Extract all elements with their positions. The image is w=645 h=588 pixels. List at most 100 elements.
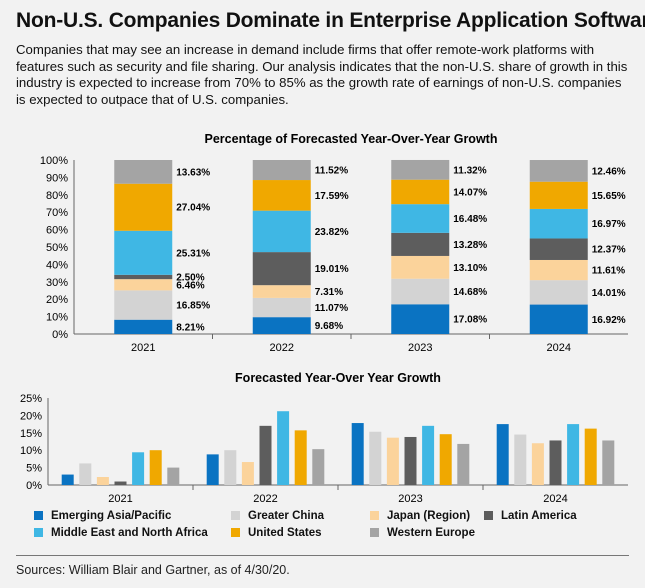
bar-greater-china-2021 (79, 463, 92, 485)
legend-swatch (370, 528, 379, 537)
legend-label: Japan (Region) (387, 510, 471, 522)
bar-segment-united-states-2022 (252, 180, 311, 211)
bar-emerging-asia-pacific-2024 (496, 424, 509, 485)
bar-latin-america-2024 (549, 440, 562, 485)
bar-segment-greater-china-2022 (252, 297, 311, 318)
data-label: 11.07% (315, 303, 348, 314)
y-tick-label: 20% (46, 294, 68, 306)
data-label: 9.68% (315, 321, 343, 332)
data-label: 12.37% (592, 245, 626, 256)
legend-label: Western Europe (387, 527, 475, 539)
grouped-bar-chart: Forecasted Year-Over Year Growth 0% 5% 10% 1… (20, 371, 628, 505)
bar-segment-emerging-asia-pacific-2022 (252, 317, 311, 334)
bar-middle-east-and-north-africa-2024 (567, 424, 580, 485)
bar-segment-western-europe-2021 (114, 160, 173, 184)
bar-united-states-2022 (294, 430, 307, 485)
bar-segment-greater-china-2021 (114, 290, 173, 320)
y-tick-label: 60% (46, 225, 68, 237)
bar-segment-emerging-asia-pacific-2024 (529, 304, 588, 334)
bar-segment-latin-america-2023 (391, 232, 450, 256)
bar-segment-latin-america-2024 (529, 238, 588, 260)
bar-latin-america-2022 (259, 425, 272, 485)
legend-label: Greater China (248, 510, 325, 522)
chart-title: Forecasted Year-Over Year Growth (235, 371, 441, 385)
bar-middle-east-and-north-africa-2023 (422, 425, 435, 485)
bar-segment-western-europe-2022 (252, 160, 311, 181)
bar-segment-greater-china-2023 (391, 278, 450, 305)
y-tick-label: 5% (26, 463, 42, 475)
y-tick-label: 10% (20, 445, 42, 457)
bar-middle-east-and-north-africa-2022 (277, 411, 290, 485)
bar-segment-western-europe-2023 (391, 159, 450, 180)
data-label: 19.01% (315, 264, 349, 275)
legend: Emerging Asia/Pacific Greater China Japan … (34, 509, 634, 543)
bar-japan-region-2022 (241, 462, 254, 485)
data-label: 16.48% (453, 214, 487, 225)
data-label: 6.46% (176, 280, 204, 291)
bar-segment-middle-east-and-north-africa-2021 (114, 230, 173, 275)
y-tick-label: 80% (46, 190, 68, 202)
data-label: 11.32% (453, 165, 486, 176)
data-label: 16.85% (176, 301, 210, 312)
legend-label: United States (248, 527, 322, 539)
bar-segment-western-europe-2024 (529, 160, 588, 182)
data-label: 15.65% (592, 191, 626, 202)
y-tick-label: 30% (46, 277, 68, 289)
data-label: 23.82% (315, 227, 349, 238)
legend-swatch (231, 528, 240, 537)
y-tick-label: 0% (52, 329, 68, 341)
x-tick-label: 2024 (547, 342, 571, 354)
bar-united-states-2023 (439, 434, 452, 485)
bar-segment-emerging-asia-pacific-2021 (114, 319, 173, 334)
x-tick-label: 2023 (408, 342, 432, 354)
data-label: 13.10% (453, 263, 487, 274)
data-label: 8.21% (176, 322, 204, 333)
data-label: 14.07% (453, 187, 487, 198)
chart-title: Percentage of Forecasted Year-Over-Year … (205, 132, 498, 146)
data-label: 16.92% (592, 315, 626, 326)
description: Companies that may see an increase in de… (16, 42, 628, 107)
x-tick-label: 2021 (131, 342, 155, 354)
bar-latin-america-2023 (404, 436, 417, 485)
bar-emerging-asia-pacific-2022 (206, 454, 219, 485)
bar-greater-china-2023 (369, 431, 382, 485)
legend-label: Middle East and North Africa (51, 527, 208, 539)
legend-swatch (370, 511, 379, 520)
data-label: 25.31% (176, 248, 210, 259)
bar-united-states-2024 (584, 428, 597, 485)
data-label: 11.61% (592, 266, 625, 277)
y-tick-label: 15% (20, 428, 42, 440)
bar-greater-china-2022 (224, 450, 237, 485)
bar-segment-middle-east-and-north-africa-2022 (252, 210, 311, 253)
stacked-bar-chart: Percentage of Forecasted Year-Over-Year … (40, 132, 628, 354)
bar-japan-region-2024 (531, 443, 544, 485)
bar-western-europe-2023 (457, 443, 470, 485)
bar-segment-united-states-2023 (391, 179, 450, 205)
legend-label: Emerging Asia/Pacific (51, 510, 172, 522)
source-note: Sources: William Blair and Gartner, as o… (16, 563, 290, 577)
x-tick-label: 2021 (108, 493, 132, 505)
x-tick-label: 2023 (398, 493, 422, 505)
bar-segment-middle-east-and-north-africa-2024 (529, 208, 588, 239)
divider (16, 555, 629, 556)
y-tick-label: 40% (46, 259, 68, 271)
bar-segment-united-states-2024 (529, 181, 588, 209)
bar-western-europe-2024 (602, 440, 615, 485)
bar-segment-japan-region-2024 (529, 259, 588, 281)
legend-swatch (34, 511, 43, 520)
data-label: 7.31% (315, 287, 343, 298)
bar-japan-region-2023 (386, 437, 399, 485)
legend-swatch (484, 511, 493, 520)
bar-segment-latin-america-2022 (252, 252, 311, 286)
data-label: 11.52% (315, 166, 348, 177)
data-label: 2.50% (176, 272, 204, 283)
bar-segment-japan-region-2023 (391, 255, 450, 279)
bar-segment-japan-region-2022 (252, 285, 311, 298)
legend-label: Latin America (501, 510, 577, 522)
y-tick-label: 10% (46, 312, 68, 324)
bar-segment-emerging-asia-pacific-2023 (391, 304, 450, 334)
bar-emerging-asia-pacific-2021 (61, 474, 74, 485)
data-label: 13.63% (176, 167, 210, 178)
bar-united-states-2021 (149, 450, 162, 485)
y-tick-label: 0% (26, 480, 42, 492)
